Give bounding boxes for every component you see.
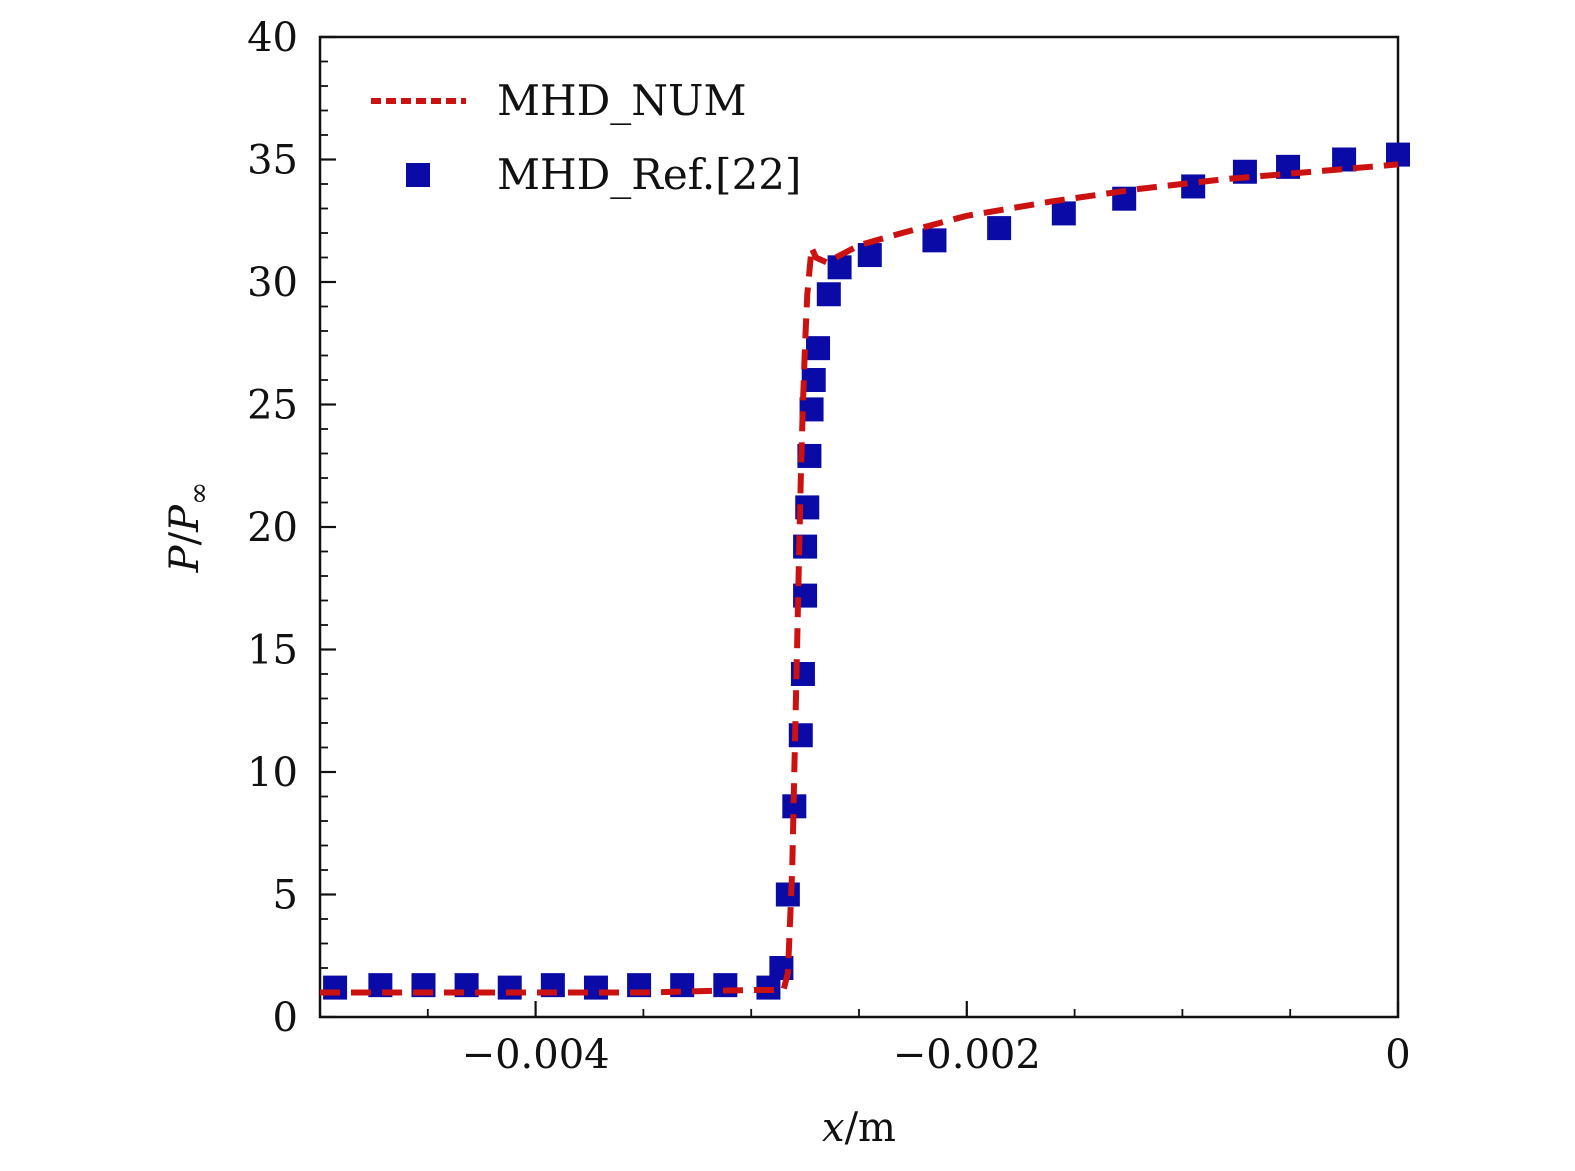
data-point-marker [922, 228, 947, 253]
data-point-marker [323, 975, 348, 1000]
legend-label-mhd-num: MHD_NUM [497, 76, 746, 125]
plot-area [318, 35, 1400, 1019]
x-tick-label: −0.002 [893, 1032, 1041, 1078]
data-point-marker [857, 243, 882, 268]
data-point-marker [806, 336, 831, 361]
x-axis-label: x/m [822, 1105, 896, 1151]
y-tick-label: 5 [273, 873, 298, 919]
y-tick-label: 30 [247, 260, 298, 306]
series-line-path [320, 161, 1399, 996]
legend-marker-swatch [406, 163, 430, 187]
data-point-marker [827, 255, 852, 280]
data-point-marker [497, 975, 522, 1000]
major-ticks [320, 35, 1400, 1019]
x-tick-label: 0 [1385, 1032, 1410, 1078]
y-tick-label: 40 [247, 15, 298, 61]
y-tick-label: 10 [247, 750, 298, 796]
y-axis-label: P/P∞ [162, 482, 215, 574]
y-tick-label: 25 [247, 383, 298, 429]
data-point-marker [816, 282, 841, 307]
data-point-marker [987, 216, 1012, 241]
x-tick-label: −0.004 [462, 1032, 610, 1078]
y-tick-label: 15 [247, 628, 298, 674]
tick-labels: 0 5 10 15 20 25 30 35 40 −0.004 −0.002 0 [247, 15, 1411, 1078]
legend: MHD_NUM MHD_Ref.[22] [371, 76, 801, 199]
series-line-mhd-num [320, 161, 1399, 996]
y-tick-label: 20 [247, 505, 298, 551]
legend-label-mhd-ref: MHD_Ref.[22] [497, 150, 801, 199]
y-tick-label: 35 [247, 138, 298, 184]
y-tick-label: 0 [273, 995, 298, 1041]
data-point-marker [1051, 201, 1076, 226]
data-point-marker [583, 975, 608, 1000]
data-point-marker [775, 882, 800, 907]
